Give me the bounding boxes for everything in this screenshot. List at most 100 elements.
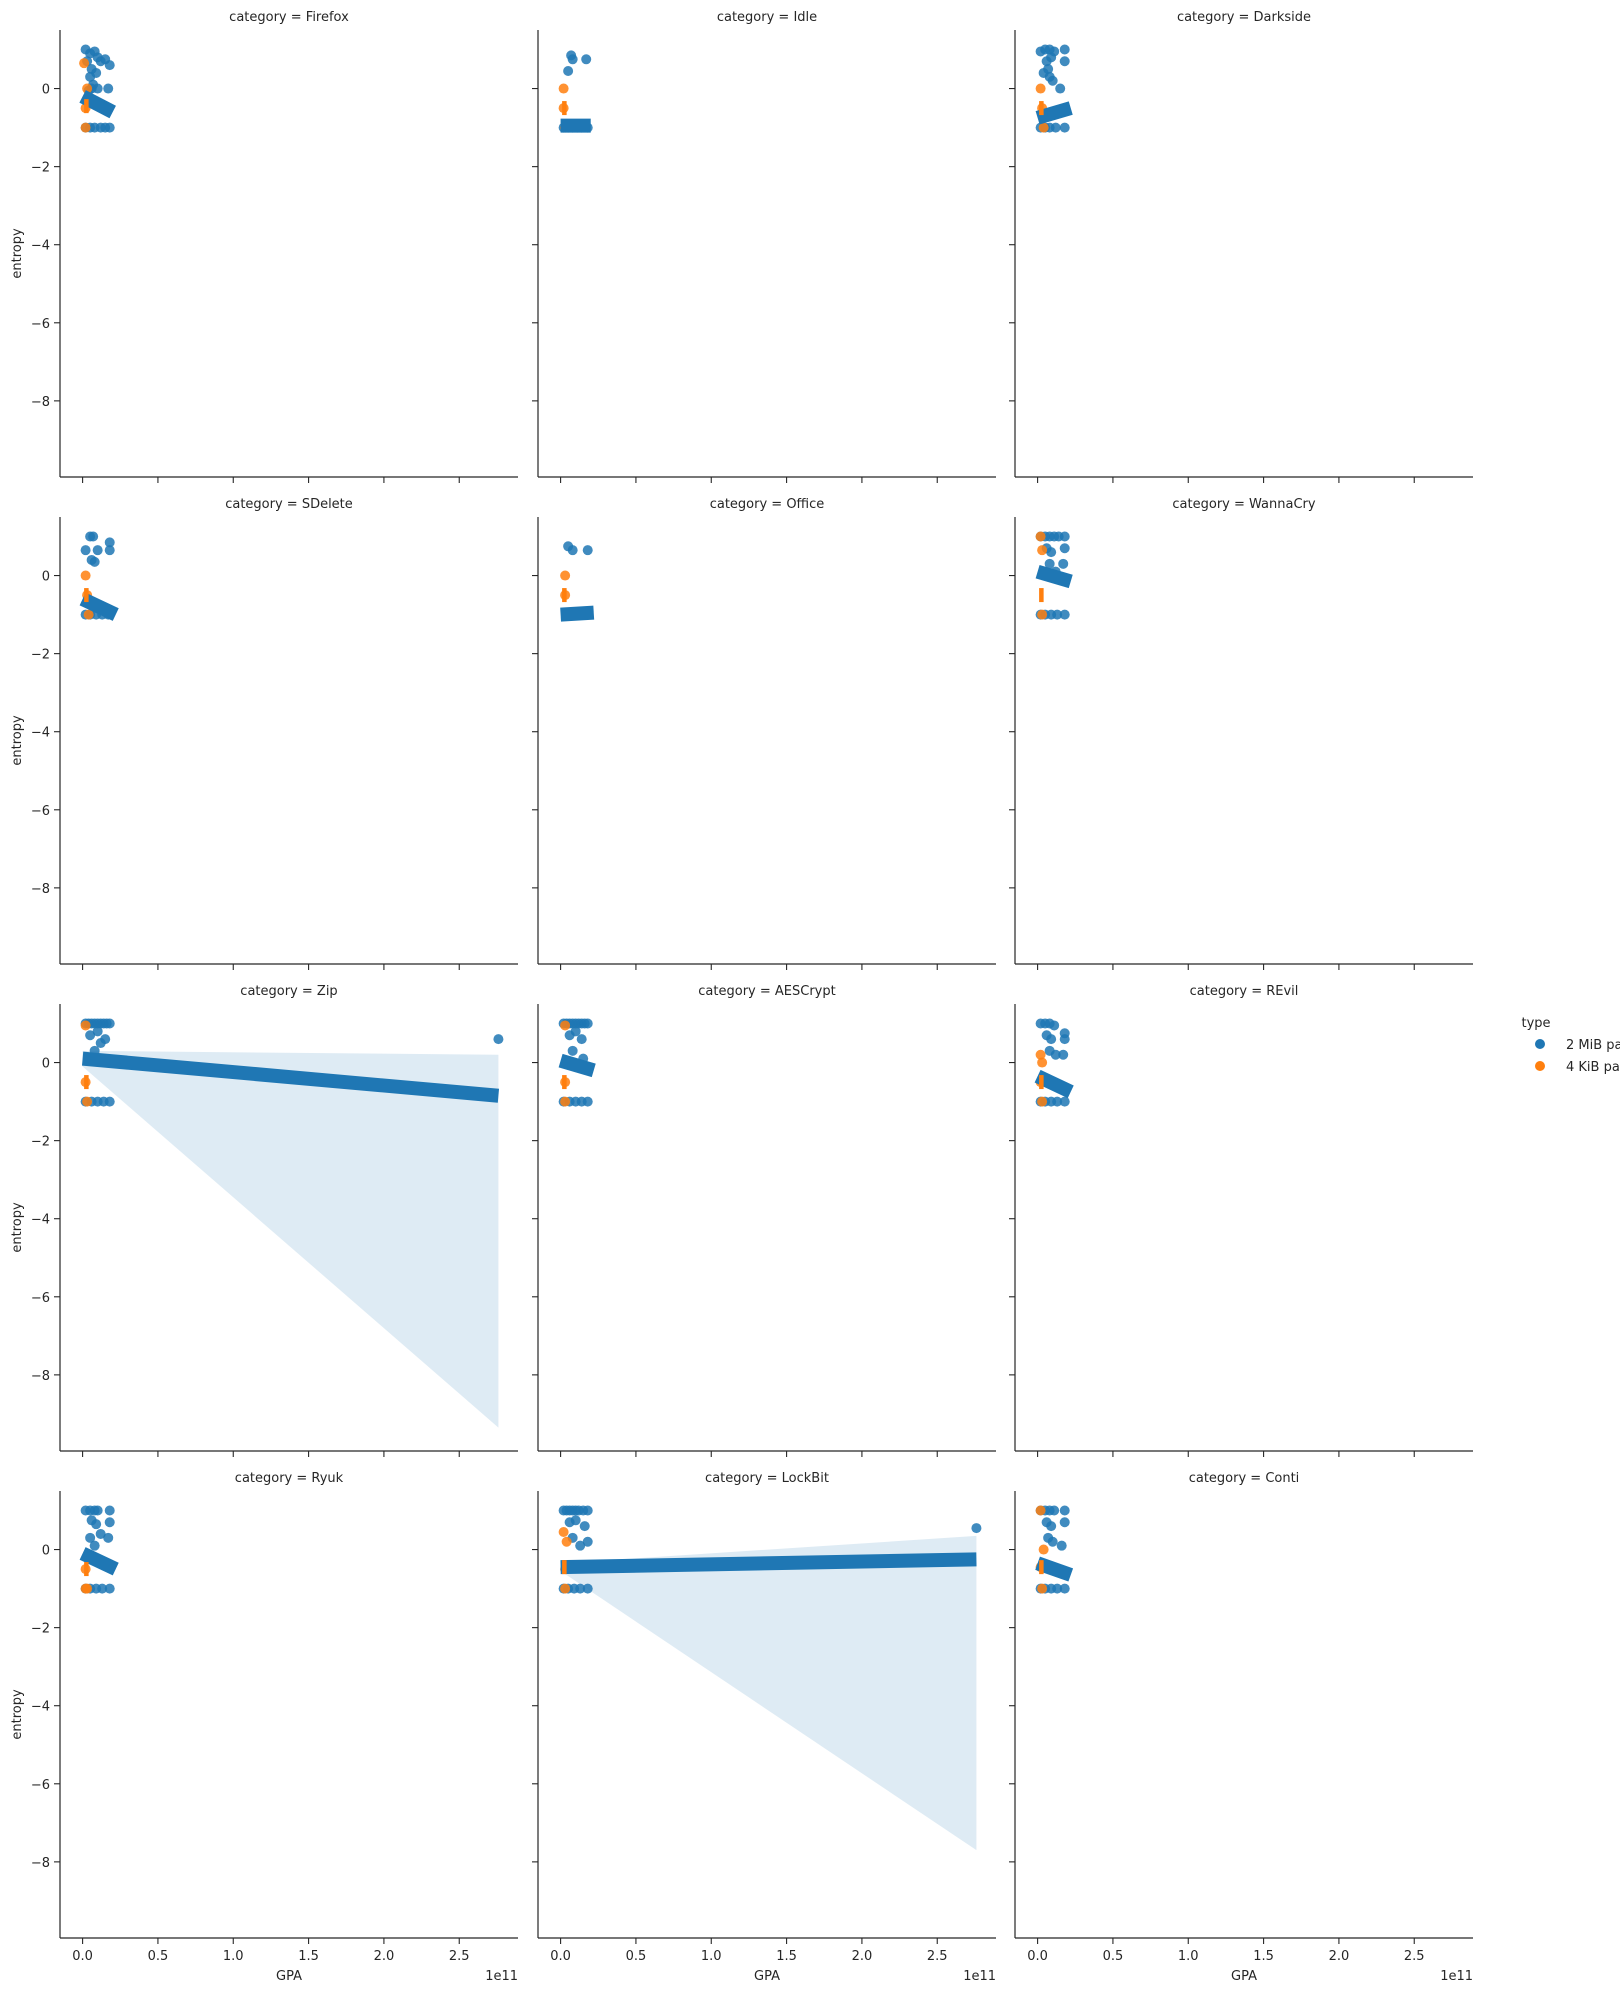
- data-point-2-mib-page: [570, 1026, 581, 1037]
- facet-panels: category = Firefox 0 −2 −4 −6 −8 entropy catego…: [10, 10, 1473, 1984]
- data-point-4-kib-page: [80, 570, 91, 581]
- x-tick-label: 1.5: [1253, 1949, 1274, 1964]
- data-point-2-mib-page: [104, 1096, 115, 1107]
- facet-title-zip: category = Zip: [240, 984, 337, 999]
- data-point-4-kib-page: [1037, 545, 1048, 556]
- data-point-2-mib-page: [579, 1521, 590, 1532]
- data-point-2-mib-page: [1049, 1505, 1060, 1516]
- data-point-4-kib-page: [83, 609, 94, 620]
- y-axis-label: entropy: [10, 228, 25, 279]
- x-tick-label: 0.5: [148, 1949, 169, 1964]
- data-point-4-kib-page: [1037, 1096, 1048, 1107]
- x-axis-label: GPA: [754, 1969, 780, 1984]
- data-point-2-mib-page: [1046, 52, 1057, 63]
- facet-title-aescrypt: category = AESCrypt: [698, 984, 835, 999]
- y-tick-label: −2: [31, 1135, 50, 1150]
- data-point-4-kib-page: [82, 1096, 93, 1107]
- y-tick-label: 0: [42, 570, 50, 585]
- data-point-2-mib-page: [104, 1583, 115, 1594]
- data-point-2-mib-page: [1046, 547, 1057, 558]
- y-tick-label: −6: [31, 1778, 50, 1793]
- data-point-2-mib-page: [104, 545, 115, 556]
- facet-office: category = Office: [532, 497, 996, 970]
- facet-title-firefox: category = Firefox: [229, 10, 349, 25]
- legend-label-2mib: 2 MiB page: [1566, 1038, 1620, 1053]
- data-point-2-mib-page: [567, 1045, 578, 1056]
- data-point-2-mib-page: [570, 1515, 581, 1526]
- y-tick-label: −2: [31, 648, 50, 663]
- data-point-2-mib-page: [104, 537, 115, 548]
- facet-title-idle: category = Idle: [717, 10, 817, 25]
- data-point-4-kib-page: [82, 83, 93, 94]
- y-axis-label: entropy: [10, 1689, 25, 1740]
- data-point-2-mib-page: [85, 1532, 96, 1543]
- x-tick-label: 2.5: [449, 1949, 470, 1964]
- y-axis-label: entropy: [10, 715, 25, 766]
- ci-band-2-mib-page: [82, 1050, 499, 1428]
- y-tick-label: 0: [42, 1544, 50, 1559]
- data-point-2-mib-page: [80, 545, 91, 556]
- facet-firefox: category = Firefox 0 −2 −4 −6 −8 entropy: [10, 10, 518, 483]
- y-tick-label: 0: [42, 83, 50, 98]
- data-point-2-mib-page: [971, 1523, 982, 1534]
- x-tick-label: 1.0: [1178, 1949, 1199, 1964]
- facet-sdelete: category = SDelete 0 −2 −4 −6 −8 entropy: [10, 497, 518, 970]
- y-tick-label: −8: [31, 395, 50, 410]
- data-point-4-kib-page: [560, 1020, 571, 1031]
- data-point-2-mib-page: [1044, 558, 1055, 569]
- data-point-4-kib-page: [80, 1020, 91, 1031]
- data-point-2-mib-page: [1055, 83, 1066, 94]
- data-point-4-kib-page: [1037, 1057, 1048, 1068]
- data-point-2-mib-page: [1047, 75, 1058, 86]
- ci-band-2-mib-page: [560, 1535, 977, 1851]
- data-point-2-mib-page: [582, 1583, 593, 1594]
- fit-line-2-mib-page: [560, 605, 595, 622]
- data-point-2-mib-page: [103, 1532, 114, 1543]
- data-point-2-mib-page: [582, 1096, 593, 1107]
- data-point-2-mib-page: [95, 1528, 106, 1539]
- data-point-4-kib-page: [560, 570, 571, 581]
- y-tick-label: −4: [31, 239, 50, 254]
- x-tick-label: 0.0: [72, 1949, 93, 1964]
- data-point-2-mib-page: [1059, 543, 1070, 554]
- data-point-2-mib-page: [582, 1536, 593, 1547]
- facet-zip: category = Zip 0 −2 −4 −6 −8 entropy: [10, 984, 518, 1457]
- data-point-2-mib-page: [1059, 122, 1070, 133]
- fit-line-2-mib-page: [560, 1552, 977, 1575]
- data-point-2-mib-page: [1052, 1583, 1063, 1594]
- data-point-2-mib-page: [104, 60, 115, 71]
- data-point-4-kib-page: [1037, 609, 1048, 620]
- legend-marker-4kib: [1535, 1061, 1545, 1071]
- x-axis-label: GPA: [1231, 1969, 1257, 1984]
- data-point-4-kib-page: [1035, 531, 1046, 542]
- data-point-2-mib-page: [567, 545, 578, 556]
- data-point-4-kib-page: [1038, 1544, 1049, 1555]
- x-tick-label: 2.5: [927, 1949, 948, 1964]
- data-point-2-mib-page: [92, 1505, 103, 1516]
- data-point-2-mib-page: [1059, 44, 1070, 55]
- data-point-4-kib-page: [560, 1096, 571, 1107]
- data-point-2-mib-page: [91, 67, 102, 78]
- facet-title-lockbit: category = LockBit: [705, 1471, 829, 1486]
- x-offset-label: 1e11: [1440, 1969, 1473, 1984]
- x-tick-label: 0.5: [1103, 1949, 1124, 1964]
- legend-marker-2mib: [1535, 1039, 1545, 1049]
- data-point-2-mib-page: [97, 1583, 108, 1594]
- facet-conti: category = Conti 0.0 0.5 1.0 1.5 2.0 2.5 GPA 1e1…: [1009, 1471, 1473, 1984]
- y-tick-label: −8: [31, 1856, 50, 1871]
- y-tick-label: −6: [31, 317, 50, 332]
- data-point-2-mib-page: [582, 1018, 593, 1029]
- data-point-4-kib-page: [1038, 122, 1049, 133]
- data-point-2-mib-page: [1059, 531, 1070, 542]
- data-point-2-mib-page: [1059, 1517, 1070, 1528]
- facet-title-conti: category = Conti: [1189, 1471, 1300, 1486]
- fit-line-2-mib-page: [81, 1051, 500, 1103]
- x-tick-label: 1.5: [298, 1949, 319, 1964]
- data-point-2-mib-page: [1050, 1049, 1061, 1060]
- data-point-2-mib-page: [1046, 1521, 1057, 1532]
- x-tick-label: 2.0: [374, 1949, 395, 1964]
- x-tick-label: 1.5: [776, 1949, 797, 1964]
- data-point-2-mib-page: [92, 1026, 103, 1037]
- data-point-2-mib-page: [1046, 1034, 1057, 1045]
